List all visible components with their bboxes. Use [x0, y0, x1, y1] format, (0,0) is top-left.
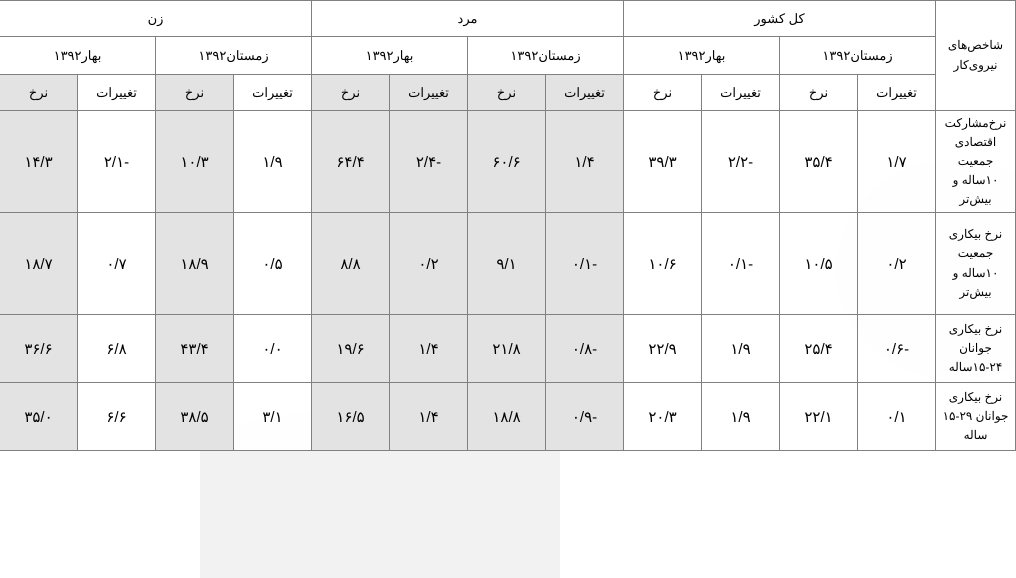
- data-cell: -۲/۲: [702, 111, 780, 213]
- period-header: زمستان۱۳۹۲: [468, 37, 624, 75]
- data-cell: ۰/۲: [390, 213, 468, 315]
- sub-header-rate: نرخ: [780, 75, 858, 111]
- data-cell: ۸/۸: [312, 213, 390, 315]
- index-header: شاخص‌های نیروی‌کار: [936, 1, 1016, 111]
- sub-header-changes: تغییرات: [78, 75, 156, 111]
- table-header: شاخص‌های نیروی‌کار کل کشور مرد زن زمستان…: [0, 1, 1016, 111]
- data-cell: ۱۰/۵: [780, 213, 858, 315]
- group-header: کل کشور: [624, 1, 936, 37]
- data-cell: ۶/۶: [78, 383, 156, 451]
- data-cell: -۰/۹: [546, 383, 624, 451]
- data-cell: ۱۸/۹: [156, 213, 234, 315]
- data-cell: -۲/۴: [390, 111, 468, 213]
- data-cell: ۹/۱: [468, 213, 546, 315]
- data-cell: ۲۵/۴: [780, 315, 858, 383]
- data-cell: ۳۵/۰: [0, 383, 78, 451]
- sub-header-rate: نرخ: [156, 75, 234, 111]
- data-cell: -۰/۸: [546, 315, 624, 383]
- data-cell: -۰/۱: [546, 213, 624, 315]
- data-cell: ۱/۹: [702, 383, 780, 451]
- data-cell: ۱/۹: [702, 315, 780, 383]
- group-header: مرد: [312, 1, 624, 37]
- data-cell: ۲۰/۳: [624, 383, 702, 451]
- data-cell: ۲۲/۹: [624, 315, 702, 383]
- table-row: نرخ بیکاری جوانان ۲۴-۱۵ساله-۰/۶۲۵/۴۱/۹۲۲…: [0, 315, 1016, 383]
- data-cell: ۰/۲: [858, 213, 936, 315]
- data-cell: ۱/۹: [234, 111, 312, 213]
- row-index-label: نرخ بیکاری جمعیت ۱۰ساله و بیش‌تر: [936, 213, 1016, 315]
- sub-header-changes: تغییرات: [702, 75, 780, 111]
- sub-header-rate: نرخ: [312, 75, 390, 111]
- data-cell: ۱/۴: [546, 111, 624, 213]
- data-cell: ۰/۱: [858, 383, 936, 451]
- data-cell: ۱۹/۶: [312, 315, 390, 383]
- data-cell: ۰/۵: [234, 213, 312, 315]
- data-cell: ۲۲/۱: [780, 383, 858, 451]
- data-cell: ۳۵/۴: [780, 111, 858, 213]
- sub-header-rate: نرخ: [0, 75, 78, 111]
- sub-header-rate: نرخ: [468, 75, 546, 111]
- data-cell: ۳۹/۳: [624, 111, 702, 213]
- data-cell: ۱۸/۸: [468, 383, 546, 451]
- row-index-label: نرخ‌مشارکت اقتصادی جمعیت ۱۰ساله و بیش‌تر: [936, 111, 1016, 213]
- row-index-label: نرخ بیکاری جوانان ۲۴-۱۵ساله: [936, 315, 1016, 383]
- sub-header-changes: تغییرات: [234, 75, 312, 111]
- sub-header-rate: نرخ: [624, 75, 702, 111]
- data-cell: ۱/۴: [390, 315, 468, 383]
- data-cell: -۰/۶: [858, 315, 936, 383]
- row-index-label: نرخ بیکاری جوانان ۲۹-۱۵ ساله: [936, 383, 1016, 451]
- table-body: نرخ‌مشارکت اقتصادی جمعیت ۱۰ساله و بیش‌تر…: [0, 111, 1016, 451]
- sub-header-changes: تغییرات: [546, 75, 624, 111]
- data-cell: ۱/۷: [858, 111, 936, 213]
- data-cell: ۱۴/۳: [0, 111, 78, 213]
- data-cell: -۰/۱: [702, 213, 780, 315]
- period-header: زمستان۱۳۹۲: [156, 37, 312, 75]
- table-row: نرخ بیکاری جوانان ۲۹-۱۵ ساله۰/۱۲۲/۱۱/۹۲۰…: [0, 383, 1016, 451]
- data-cell: ۱۶/۵: [312, 383, 390, 451]
- data-cell: ۳۸/۵: [156, 383, 234, 451]
- group-header: زن: [0, 1, 312, 37]
- period-header: بهار۱۳۹۲: [624, 37, 780, 75]
- data-cell: ۲۱/۸: [468, 315, 546, 383]
- data-cell: ۱۰/۳: [156, 111, 234, 213]
- data-cell: ۱۰/۶: [624, 213, 702, 315]
- period-header: بهار۱۳۹۲: [0, 37, 156, 75]
- data-cell: ۰/۰: [234, 315, 312, 383]
- data-cell: ۳۶/۶: [0, 315, 78, 383]
- data-cell: ۶/۸: [78, 315, 156, 383]
- data-cell: ۱۸/۷: [0, 213, 78, 315]
- data-cell: ۱/۴: [390, 383, 468, 451]
- sub-header-changes: تغییرات: [858, 75, 936, 111]
- data-cell: -۲/۱: [78, 111, 156, 213]
- period-header: زمستان۱۳۹۲: [780, 37, 936, 75]
- sub-header-changes: تغییرات: [390, 75, 468, 111]
- data-cell: ۶۰/۶: [468, 111, 546, 213]
- data-cell: ۰/۷: [78, 213, 156, 315]
- data-cell: ۴۳/۴: [156, 315, 234, 383]
- labor-force-table: شاخص‌های نیروی‌کار کل کشور مرد زن زمستان…: [0, 0, 1016, 451]
- data-cell: ۶۴/۴: [312, 111, 390, 213]
- period-header: بهار۱۳۹۲: [312, 37, 468, 75]
- table-row: نرخ بیکاری جمعیت ۱۰ساله و بیش‌تر۰/۲۱۰/۵-…: [0, 213, 1016, 315]
- table-row: نرخ‌مشارکت اقتصادی جمعیت ۱۰ساله و بیش‌تر…: [0, 111, 1016, 213]
- data-cell: ۳/۱: [234, 383, 312, 451]
